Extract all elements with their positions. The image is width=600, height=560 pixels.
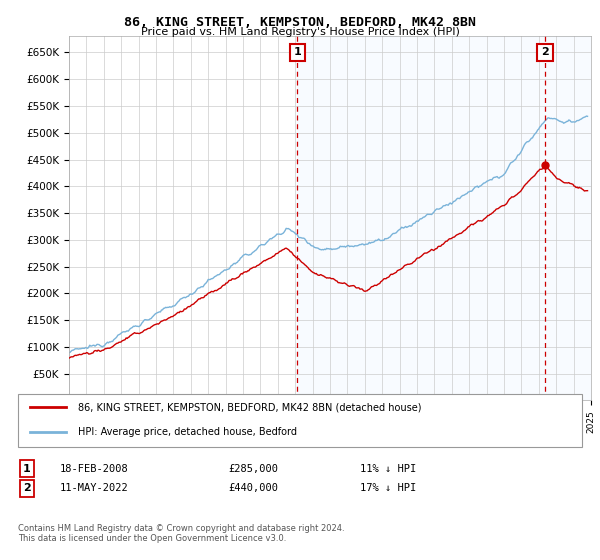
Text: £285,000: £285,000 — [228, 464, 278, 474]
Text: 18-FEB-2008: 18-FEB-2008 — [60, 464, 129, 474]
Text: Contains HM Land Registry data © Crown copyright and database right 2024.
This d: Contains HM Land Registry data © Crown c… — [18, 524, 344, 543]
Text: 2: 2 — [541, 48, 549, 58]
Text: 86, KING STREET, KEMPSTON, BEDFORD, MK42 8BN: 86, KING STREET, KEMPSTON, BEDFORD, MK42… — [124, 16, 476, 29]
Text: HPI: Average price, detached house, Bedford: HPI: Average price, detached house, Bedf… — [78, 427, 297, 437]
Text: 17% ↓ HPI: 17% ↓ HPI — [360, 483, 416, 493]
Text: 2: 2 — [23, 483, 31, 493]
Text: 86, KING STREET, KEMPSTON, BEDFORD, MK42 8BN (detached house): 86, KING STREET, KEMPSTON, BEDFORD, MK42… — [78, 402, 421, 412]
Bar — [297, 36, 591, 400]
Text: 11% ↓ HPI: 11% ↓ HPI — [360, 464, 416, 474]
Text: 1: 1 — [23, 464, 31, 474]
Text: 1: 1 — [293, 48, 301, 58]
Text: 11-MAY-2022: 11-MAY-2022 — [60, 483, 129, 493]
Text: Price paid vs. HM Land Registry's House Price Index (HPI): Price paid vs. HM Land Registry's House … — [140, 27, 460, 38]
Text: £440,000: £440,000 — [228, 483, 278, 493]
